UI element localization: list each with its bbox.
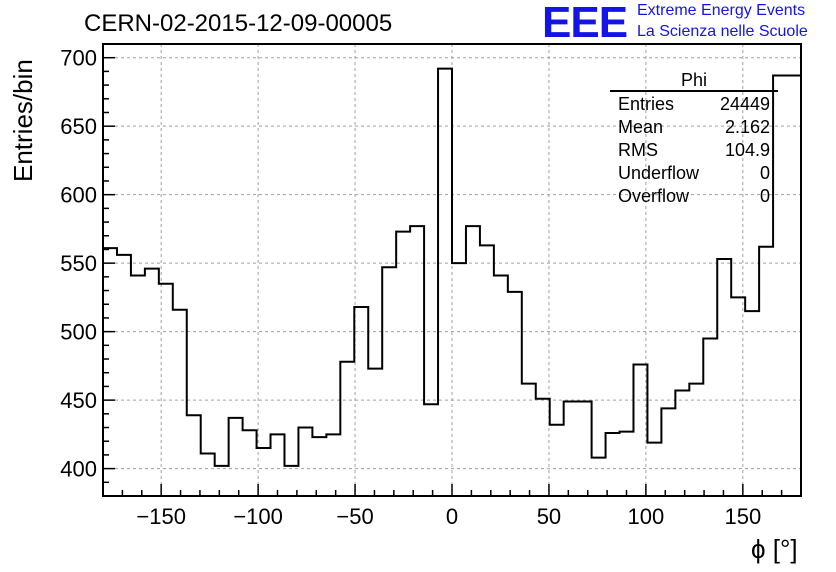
histogram-bin — [410, 226, 424, 496]
stats-row: RMS 104.9 — [610, 138, 778, 161]
histogram-bin — [480, 245, 494, 496]
chart-title: CERN-02-2015-12-09-00005 — [84, 10, 393, 37]
histogram-bin — [466, 226, 480, 496]
histogram-bin — [592, 458, 606, 496]
histogram-bin — [215, 466, 229, 496]
stats-row: Mean 2.162 — [610, 115, 778, 138]
histogram-bin — [382, 267, 396, 496]
histogram-bin — [633, 365, 647, 496]
histogram-bin — [312, 437, 326, 496]
histogram-bin — [759, 247, 773, 496]
histogram-bin — [508, 292, 522, 496]
histogram-bin — [173, 310, 187, 496]
stats-value: 0 — [759, 163, 770, 183]
histogram-bin — [703, 338, 717, 496]
x-tick-label: 0 — [446, 504, 458, 529]
stats-value: 24449 — [719, 94, 770, 114]
stats-row: Overflow 0 — [610, 184, 778, 207]
y-axis-label: Entries/bin — [8, 59, 38, 182]
histogram-bin — [131, 275, 145, 496]
histogram-bin — [564, 401, 578, 496]
histogram-bin — [494, 275, 508, 496]
y-tick-label: 400 — [60, 457, 97, 482]
histogram-bin — [187, 415, 201, 496]
x-tick-labels: −150 −100 −50 0 50 100 150 — [136, 504, 761, 529]
logo-caption-line1: Extreme Energy Events — [637, 2, 806, 19]
stats-title: Phi — [610, 70, 778, 92]
y-tick-label: 650 — [60, 114, 97, 139]
histogram-bin — [424, 404, 438, 496]
histogram-bin — [298, 428, 312, 496]
histogram-bin — [717, 259, 731, 496]
y-tick-label: 550 — [60, 251, 97, 276]
eee-logo: EEE — [542, 0, 628, 47]
stats-row: Entries 24449 — [610, 92, 778, 115]
histogram-bin — [201, 454, 215, 496]
histogram-bin — [536, 399, 550, 496]
histogram-bin — [229, 418, 243, 496]
x-tick-label: −100 — [233, 504, 283, 529]
histogram-bin — [368, 369, 382, 496]
histogram-bin — [243, 430, 257, 496]
x-tick-label: 150 — [724, 504, 761, 529]
histogram-bin — [452, 263, 466, 496]
logo-caption-line2: La Scienza nelle Scuole — [637, 23, 808, 40]
histogram-bin — [438, 69, 452, 496]
x-tick-label: 50 — [537, 504, 561, 529]
histogram-bin — [340, 362, 354, 496]
histogram-bin — [578, 401, 592, 496]
y-tick-label: 500 — [60, 320, 97, 345]
y-tick-label: 600 — [60, 183, 97, 208]
axis-ticks — [102, 43, 802, 496]
histogram-bin — [606, 433, 620, 496]
stats-value: 0 — [759, 186, 770, 206]
histogram-bin — [354, 307, 368, 496]
histogram-bin — [620, 432, 634, 496]
y-tick-label: 700 — [60, 46, 97, 71]
x-tick-label: −50 — [336, 504, 373, 529]
x-tick-label: −150 — [136, 504, 186, 529]
histogram-bin — [145, 269, 159, 496]
stats-value: 104.9 — [724, 140, 770, 160]
histogram-bin — [396, 232, 410, 496]
histogram-bin — [647, 443, 661, 496]
histogram-outline — [102, 67, 802, 496]
histogram-bin — [787, 76, 801, 496]
histogram-bin — [326, 434, 340, 496]
stats-label: RMS — [618, 140, 658, 160]
stats-row: Underflow 0 — [610, 161, 778, 184]
histogram-bin — [117, 255, 131, 496]
stats-label: Overflow — [618, 186, 690, 206]
y-tick-labels: 400 450 500 550 600 650 700 — [60, 46, 97, 482]
y-tick-label: 450 — [60, 388, 97, 413]
x-axis-label: ϕ [°] — [751, 534, 798, 564]
stats-value: 2.162 — [724, 117, 770, 137]
stats-label: Mean — [618, 117, 664, 137]
histogram-bin — [550, 425, 564, 496]
histogram-bin — [271, 434, 285, 496]
x-tick-label: 100 — [628, 504, 665, 529]
histogram-bin — [675, 391, 689, 496]
stats-box: Phi Entries 24449 Mean 2.162 RMS 104.9 Unde… — [610, 70, 778, 207]
stats-label: Underflow — [618, 163, 700, 183]
histogram-bin — [661, 408, 675, 496]
stats-label: Entries — [618, 94, 675, 114]
